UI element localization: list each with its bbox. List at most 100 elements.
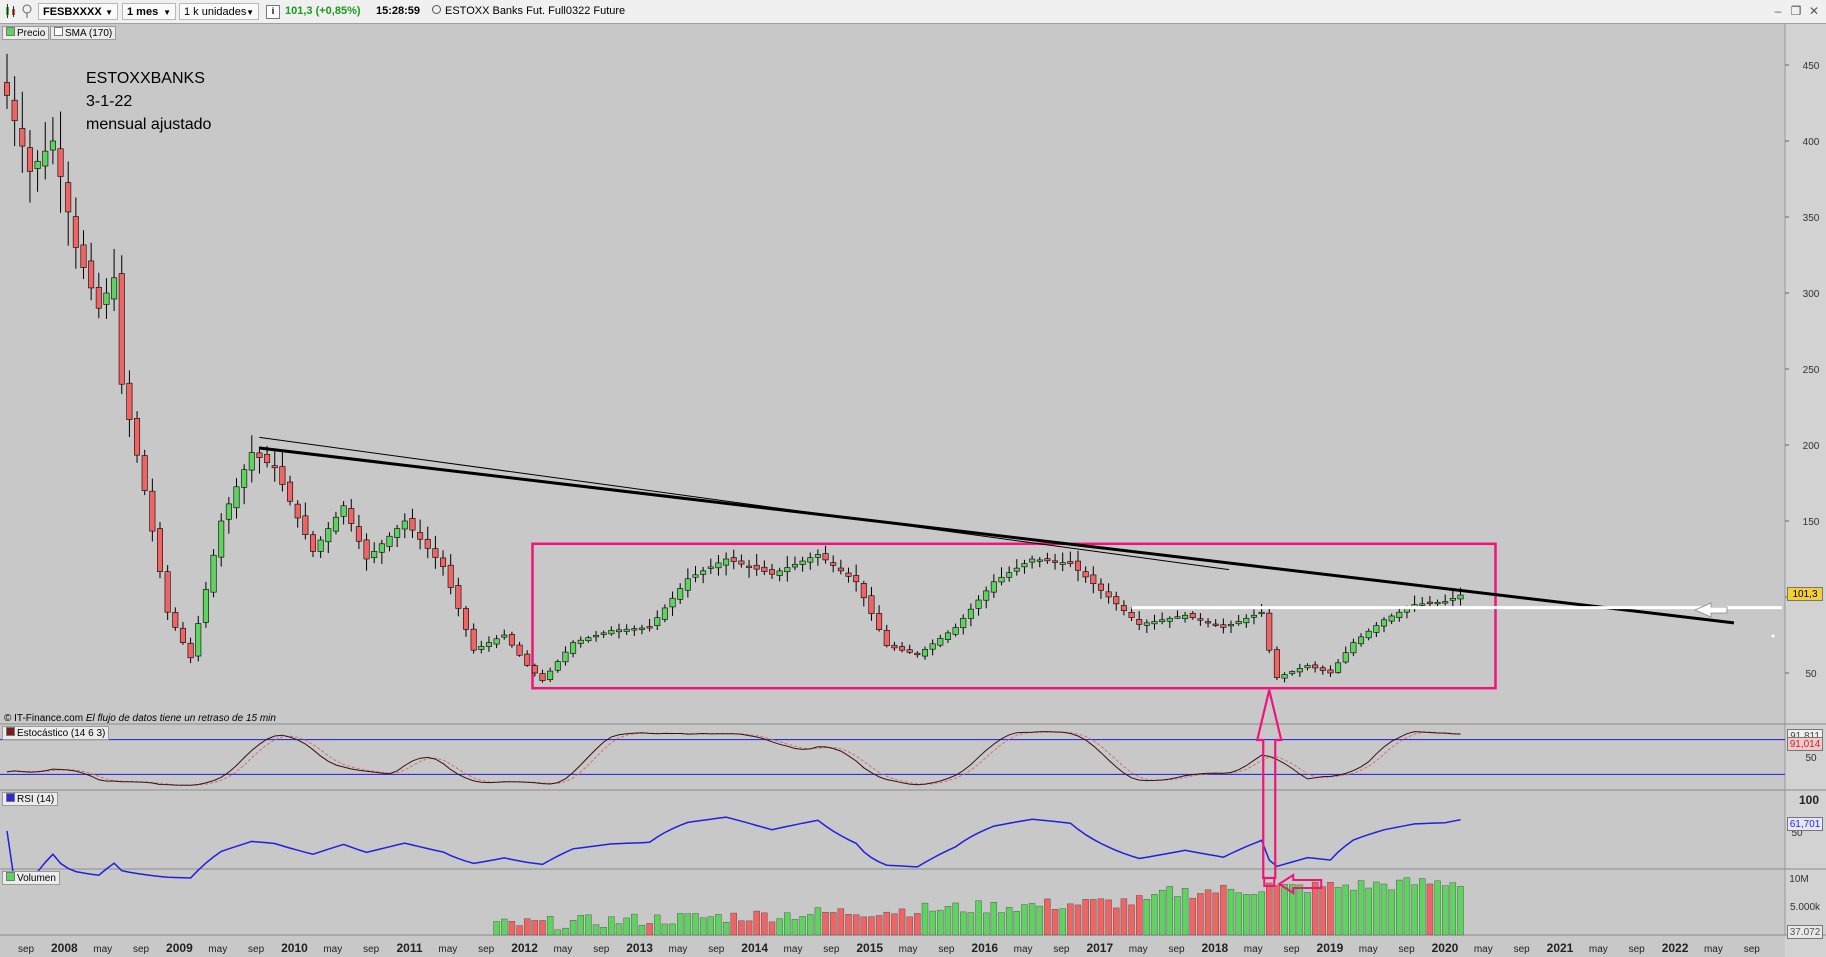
candle-body: [210, 554, 217, 593]
candle-body: [42, 150, 49, 167]
candle: [753, 553, 760, 576]
volume-bar: [1281, 884, 1288, 936]
candle-body: [11, 99, 18, 122]
candle-body: [1036, 559, 1043, 562]
candle: [807, 552, 814, 570]
symbol-dropdown[interactable]: FESBXXXX ▼: [38, 3, 118, 20]
candle-body: [363, 539, 370, 560]
candle: [1304, 663, 1311, 671]
candle: [1434, 599, 1441, 607]
candle: [1426, 595, 1433, 608]
candle-body: [1090, 574, 1097, 584]
candle-body: [1365, 630, 1372, 639]
units-dropdown[interactable]: 1 k unidades ▼: [179, 3, 259, 20]
candle: [49, 117, 56, 165]
candle-body: [646, 626, 653, 629]
volume-bar: [608, 916, 615, 936]
legend-volume[interactable]: Volumen: [2, 871, 60, 885]
volume-bar: [1128, 904, 1135, 936]
x-axis-label: 2017: [1086, 941, 1113, 955]
candle-body: [914, 652, 921, 656]
volume-bar: [516, 925, 523, 936]
volume-bar: [692, 913, 699, 936]
candle: [715, 554, 722, 576]
candle-body: [202, 589, 209, 623]
x-axis-label: sep: [708, 944, 725, 955]
candle-body: [1350, 642, 1357, 654]
candle-body: [447, 564, 454, 588]
candle: [975, 595, 982, 616]
candle-body: [1319, 667, 1326, 671]
minimize-icon[interactable]: –: [1774, 4, 1782, 18]
candles-icon[interactable]: [4, 3, 18, 20]
candle-body: [49, 140, 56, 151]
candle-body: [424, 538, 431, 549]
axis-strip: [1785, 24, 1826, 957]
x-axis-label: may: [1589, 944, 1608, 955]
price-swatch: [6, 27, 15, 36]
close-icon[interactable]: ✕: [1808, 4, 1820, 18]
candle-body: [1120, 605, 1127, 611]
legend-rsi[interactable]: RSI (14): [2, 792, 59, 806]
candle: [837, 559, 844, 575]
x-axis-label: may: [899, 944, 918, 955]
candle: [677, 583, 684, 604]
candle-body: [233, 486, 240, 509]
candle-body: [455, 585, 462, 609]
candle-body: [700, 570, 707, 575]
legend-price[interactable]: Precio: [2, 26, 50, 40]
candle: [600, 630, 607, 638]
volume-bar: [868, 916, 875, 936]
candle: [539, 669, 546, 683]
candle: [1442, 594, 1449, 606]
volume-bar: [960, 911, 967, 936]
volume-bar: [1220, 885, 1227, 936]
candle: [1319, 665, 1326, 675]
legend-sma[interactable]: SMA (170): [50, 26, 117, 40]
period-dropdown[interactable]: 1 mes ▼: [122, 3, 176, 20]
candle: [225, 496, 232, 534]
candle: [1388, 613, 1395, 625]
units-value: 1 k unidades: [184, 6, 247, 18]
volume-bar: [837, 908, 845, 936]
candle: [325, 522, 332, 554]
legend-stochastic[interactable]: Estocástico (14 6 3): [2, 726, 110, 740]
candle-body: [929, 643, 936, 650]
volume-bar: [1158, 889, 1166, 936]
status-dot-icon: [432, 3, 442, 20]
candle: [1120, 600, 1127, 616]
stoch-tick-label: 50: [1805, 753, 1817, 764]
annotation-title: ESTOXXBANKS: [86, 70, 205, 87]
volume-bar: [1204, 889, 1212, 936]
info-icon[interactable]: i: [266, 5, 280, 19]
candle-body: [432, 548, 439, 558]
x-axis-label: 2009: [166, 941, 193, 955]
candle: [1220, 618, 1227, 634]
volume-bar: [1419, 878, 1426, 936]
candle: [876, 605, 883, 632]
restore-icon[interactable]: ❐: [1790, 4, 1802, 18]
candle: [944, 630, 951, 644]
candle: [287, 475, 294, 506]
candle: [371, 542, 378, 564]
candle: [692, 566, 699, 583]
candle: [776, 567, 783, 582]
candle: [218, 513, 225, 567]
candle-body: [814, 554, 821, 558]
compare-icon[interactable]: [20, 3, 34, 20]
candle: [1419, 597, 1426, 608]
volume-bar: [1189, 897, 1196, 936]
volume-bar: [1005, 907, 1013, 936]
symbol-value: FESBXXXX: [43, 6, 102, 18]
volume-bar: [707, 916, 714, 936]
volume-bar: [975, 900, 982, 936]
candle-body: [1220, 624, 1227, 628]
candle: [493, 635, 500, 649]
candle: [784, 556, 791, 582]
candle-body: [1373, 625, 1380, 633]
candle: [1243, 614, 1250, 628]
candle: [501, 629, 508, 640]
candle-body: [1281, 674, 1288, 679]
candle: [440, 550, 447, 576]
